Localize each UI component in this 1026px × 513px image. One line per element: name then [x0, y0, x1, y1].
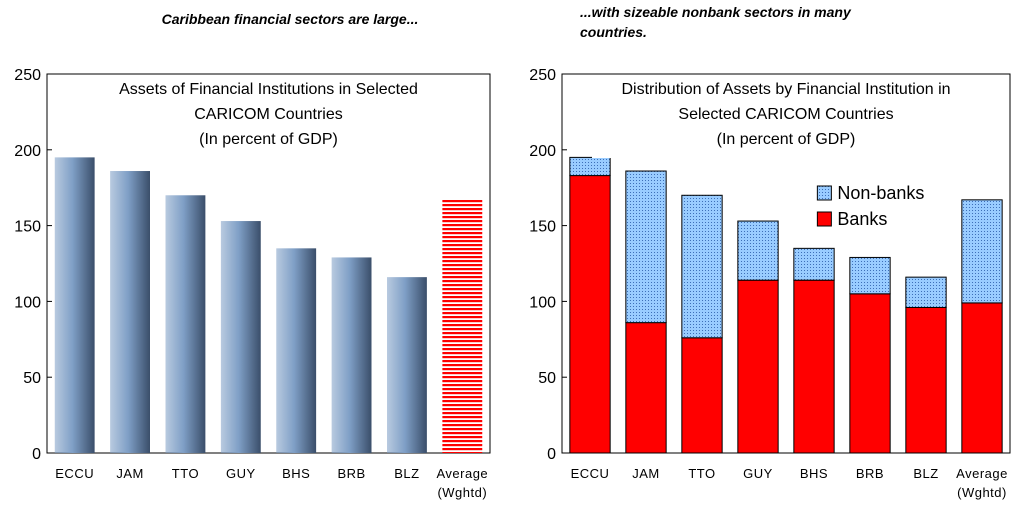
subtitle-bg [592, 78, 980, 158]
x-tick-label: TTO [688, 466, 715, 481]
heading: Caribbean financial sectors are large... [162, 11, 419, 27]
y-tick-label: 200 [529, 143, 556, 160]
plot-frame [561, 73, 1011, 454]
y-tick-label: 150 [529, 219, 556, 236]
bar [331, 257, 372, 453]
x-tick-label: Average (Wghtd) [956, 466, 1008, 500]
bar [442, 199, 483, 453]
x-tick-label: BRB [337, 466, 365, 481]
x-tick-label: BRB [856, 466, 884, 481]
x-tick-label: BLZ [913, 466, 938, 481]
subtitle: Assets of Financial Institutions in Sele… [119, 81, 418, 148]
bar [276, 248, 317, 453]
legend-swatch [816, 211, 832, 227]
x-tick-label: ECCU [571, 466, 610, 481]
bar-segment [625, 322, 667, 454]
plot-frame [46, 73, 491, 454]
bar-segment [849, 293, 891, 454]
x-tick-label: BHS [800, 466, 828, 481]
bar-segment [569, 156, 611, 177]
bar-segment [681, 337, 723, 454]
y-tick-label: 0 [547, 446, 556, 463]
bar-segment [737, 279, 779, 454]
bar-segment [961, 302, 1003, 454]
bar [110, 171, 150, 454]
y-tick-label: 100 [14, 294, 41, 311]
x-tick-label: JAM [116, 466, 144, 481]
y-tick-label: 250 [529, 67, 556, 84]
legend-swatch [816, 185, 832, 201]
bar-segment [849, 256, 891, 295]
x-tick-label: GUY [226, 466, 256, 481]
y-tick-label: 200 [14, 143, 41, 160]
bar-segment [625, 170, 667, 324]
x-tick-label: Average (Wghtd) [436, 466, 488, 500]
bar-segment [737, 220, 779, 281]
bar [165, 195, 206, 453]
x-tick-label: BHS [282, 466, 310, 481]
legend-label: Non-banks [837, 183, 924, 203]
y-tick-label: 0 [32, 446, 41, 463]
y-tick-label: 150 [14, 219, 41, 236]
bar-segment [905, 306, 947, 454]
heading: ...with sizeable nonbank sectors in many… [580, 4, 852, 40]
bar [387, 277, 427, 453]
y-tick-label: 250 [14, 67, 41, 84]
y-tick-label: 100 [529, 294, 556, 311]
bar-segment [569, 175, 611, 454]
bar-segment [793, 247, 835, 281]
legend-label: Banks [837, 209, 887, 229]
y-tick-label: 50 [538, 370, 556, 387]
bar-segment [681, 194, 723, 339]
bar-segment [793, 279, 835, 454]
x-tick-label: BLZ [394, 466, 419, 481]
x-tick-label: JAM [632, 466, 660, 481]
y-tick-label: 50 [23, 370, 41, 387]
bar-segment [961, 199, 1003, 304]
bar [54, 157, 95, 453]
x-tick-label: GUY [743, 466, 773, 481]
x-tick-label: TTO [172, 466, 199, 481]
subtitle: Distribution of Assets by Financial Inst… [621, 81, 950, 148]
bar-segment [905, 276, 947, 308]
x-tick-label: ECCU [55, 466, 94, 481]
bar [220, 221, 261, 453]
